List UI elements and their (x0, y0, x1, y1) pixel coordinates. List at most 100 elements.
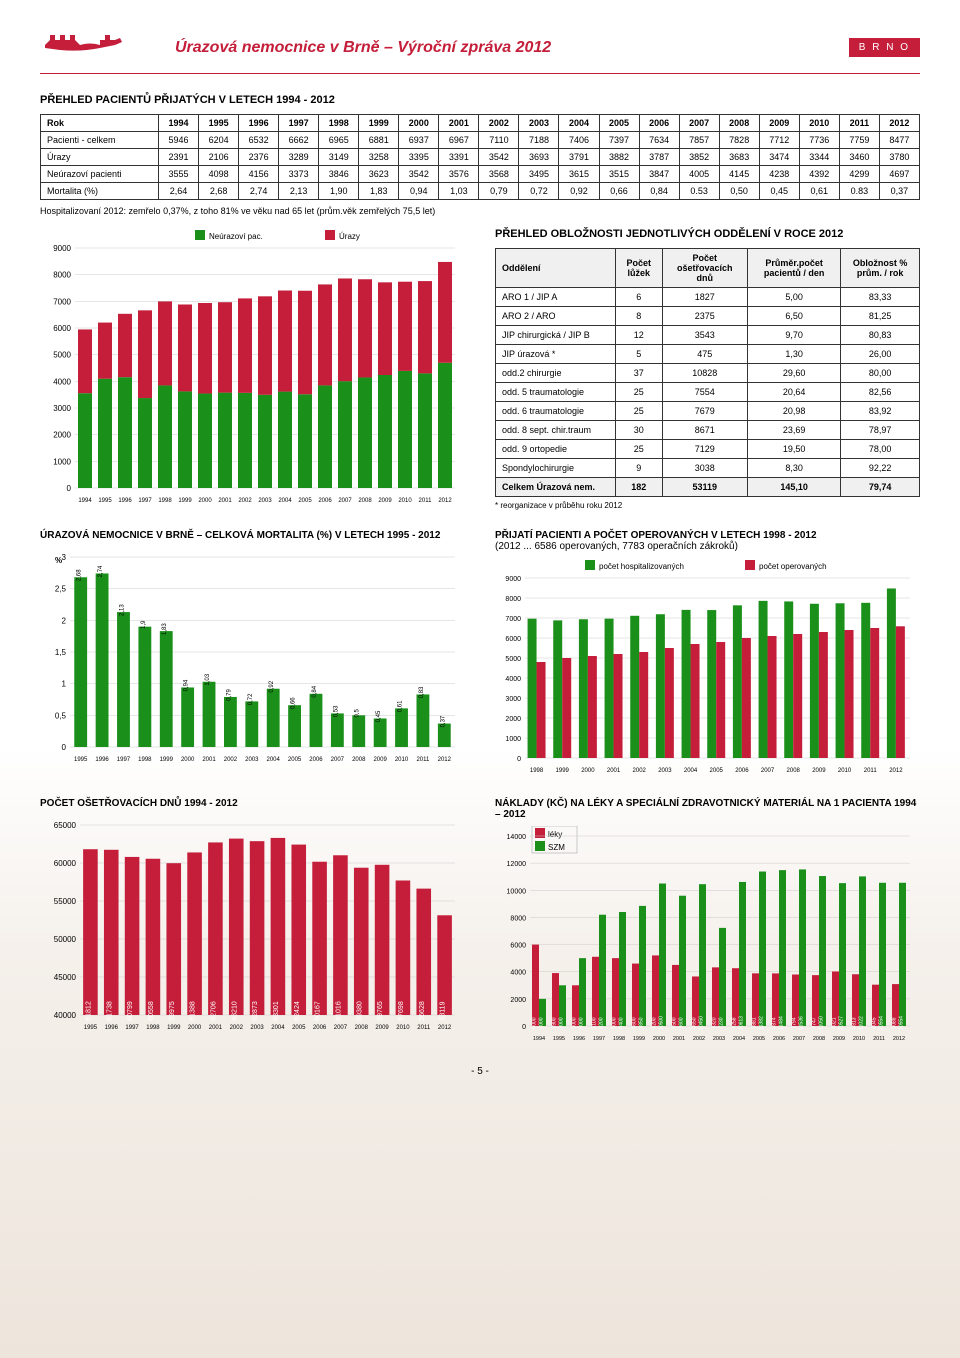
svg-text:2004: 2004 (684, 768, 698, 774)
svg-text:3: 3 (62, 553, 67, 562)
patients-table: Rok1994199519961997199819992000200120022… (40, 114, 920, 200)
svg-text:0,53: 0,53 (333, 705, 339, 717)
svg-text:11536: 11536 (799, 1016, 805, 1030)
svg-text:11382: 11382 (759, 1016, 765, 1030)
svg-text:2008: 2008 (787, 768, 801, 774)
svg-text:9600: 9600 (679, 1017, 685, 1028)
svg-text:3045: 3045 (872, 1017, 878, 1028)
svg-text:9000: 9000 (505, 576, 521, 583)
svg-text:3000: 3000 (505, 696, 521, 703)
svg-text:1997: 1997 (593, 1036, 605, 1042)
svg-text:8000: 8000 (510, 915, 526, 922)
svg-text:5000: 5000 (505, 656, 521, 663)
svg-text:4320: 4320 (712, 1017, 718, 1028)
svg-text:1998: 1998 (158, 498, 172, 504)
svg-text:61812: 61812 (85, 1001, 92, 1021)
hospitalisation-note: Hospitalizovaní 2012: zemřelo 0,37%, z t… (40, 206, 920, 216)
svg-text:8000: 8000 (505, 596, 521, 603)
svg-text:1995: 1995 (74, 757, 88, 763)
svg-text:0,72: 0,72 (248, 693, 254, 705)
svg-text:6000: 6000 (505, 636, 521, 643)
svg-text:2000: 2000 (188, 1025, 202, 1031)
svg-text:62706: 62706 (210, 1001, 217, 1021)
svg-text:2003: 2003 (245, 757, 259, 763)
svg-text:2003: 2003 (658, 768, 672, 774)
svg-text:2004: 2004 (733, 1036, 745, 1042)
svg-text:62873: 62873 (252, 1001, 259, 1021)
chart-nursing-days: 4000045000500005500060000650006181219956… (40, 815, 460, 1035)
svg-text:0,94: 0,94 (184, 679, 190, 691)
svg-text:60558: 60558 (148, 1001, 155, 1021)
svg-text:3881: 3881 (752, 1017, 758, 1028)
svg-text:1996: 1996 (573, 1036, 585, 1042)
svg-text:55000: 55000 (54, 897, 77, 906)
svg-text:56628: 56628 (419, 1001, 426, 1021)
svg-text:2002: 2002 (633, 768, 647, 774)
svg-text:6000: 6000 (532, 1017, 538, 1028)
svg-text:4000: 4000 (505, 676, 521, 683)
svg-text:1,83: 1,83 (162, 623, 168, 635)
svg-text:14000: 14000 (507, 834, 527, 841)
svg-text:2001: 2001 (218, 498, 232, 504)
svg-text:počet hospitalizovaných: počet hospitalizovaných (599, 562, 684, 571)
department-table: OdděleníPočet lůžekPočet ošetřovacích dn… (495, 248, 920, 497)
svg-text:2008: 2008 (355, 1025, 369, 1031)
svg-text:5000: 5000 (53, 351, 71, 360)
svg-text:2012: 2012 (893, 1036, 905, 1042)
svg-text:2004: 2004 (271, 1025, 285, 1031)
svg-text:2003: 2003 (713, 1036, 725, 1042)
svg-text:2007: 2007 (793, 1036, 805, 1042)
svg-text:0,66: 0,66 (291, 697, 297, 709)
svg-text:1998: 1998 (138, 757, 152, 763)
svg-text:0: 0 (67, 484, 72, 493)
svg-text:2000: 2000 (510, 997, 526, 1004)
svg-text:10613: 10613 (739, 1016, 745, 1030)
svg-text:60000: 60000 (54, 859, 77, 868)
svg-text:2012: 2012 (438, 757, 452, 763)
svg-text:2,5: 2,5 (55, 585, 67, 594)
chart-costs: lékySZM020004000600080001000012000140006… (495, 826, 915, 1046)
svg-text:0,5: 0,5 (55, 711, 67, 720)
svg-text:61388: 61388 (190, 1001, 197, 1021)
svg-text:2009: 2009 (375, 1025, 389, 1031)
svg-text:2000: 2000 (505, 716, 521, 723)
svg-text:2006: 2006 (773, 1036, 785, 1042)
svg-text:2008: 2008 (358, 498, 372, 504)
section2-title: PŘEHLED OBLOŽNOSTI JEDNOTLIVÝCH ODDĚLENÍ… (495, 228, 920, 240)
chart5-title: NÁKLADY (KČ) NA LÉKY A SPECIÁLNÍ ZDRAVOT… (495, 798, 920, 820)
svg-text:2010: 2010 (398, 498, 412, 504)
svg-text:1994: 1994 (533, 1036, 545, 1042)
svg-text:65000: 65000 (54, 821, 77, 830)
dept-footnote: * reorganizace v průběhu roku 2012 (495, 501, 920, 510)
svg-text:53119: 53119 (440, 1001, 447, 1020)
svg-text:0,45: 0,45 (376, 710, 382, 722)
svg-text:1999: 1999 (633, 1036, 645, 1042)
svg-text:0,37: 0,37 (440, 715, 446, 727)
svg-text:8000: 8000 (53, 271, 71, 280)
svg-text:0,84: 0,84 (312, 685, 318, 697)
svg-text:7000: 7000 (53, 297, 71, 306)
svg-text:1997: 1997 (138, 498, 152, 504)
svg-text:10554: 10554 (879, 1016, 885, 1030)
svg-text:1999: 1999 (178, 498, 192, 504)
svg-text:1998: 1998 (146, 1025, 160, 1031)
svg-text:45000: 45000 (54, 973, 77, 982)
page-title: Úrazová nemocnice v Brně – Výroční zpráv… (175, 39, 551, 57)
svg-text:59765: 59765 (377, 1001, 384, 1021)
svg-text:3000: 3000 (559, 1017, 565, 1028)
svg-text:1997: 1997 (125, 1025, 139, 1031)
svg-text:2012: 2012 (438, 1025, 452, 1031)
svg-text:2003: 2003 (258, 498, 272, 504)
svg-text:62424: 62424 (294, 1001, 301, 1021)
svg-text:0: 0 (62, 743, 67, 752)
svg-text:2006: 2006 (313, 1025, 327, 1031)
svg-text:2002: 2002 (238, 498, 252, 504)
svg-text:2007: 2007 (331, 757, 345, 763)
svg-text:1998: 1998 (530, 768, 544, 774)
svg-text:1996: 1996 (95, 757, 109, 763)
svg-text:2001: 2001 (209, 1025, 223, 1031)
svg-text:0: 0 (522, 1024, 526, 1031)
svg-text:2010: 2010 (853, 1036, 865, 1042)
svg-text:4000: 4000 (510, 970, 526, 977)
svg-text:2000: 2000 (653, 1036, 665, 1042)
